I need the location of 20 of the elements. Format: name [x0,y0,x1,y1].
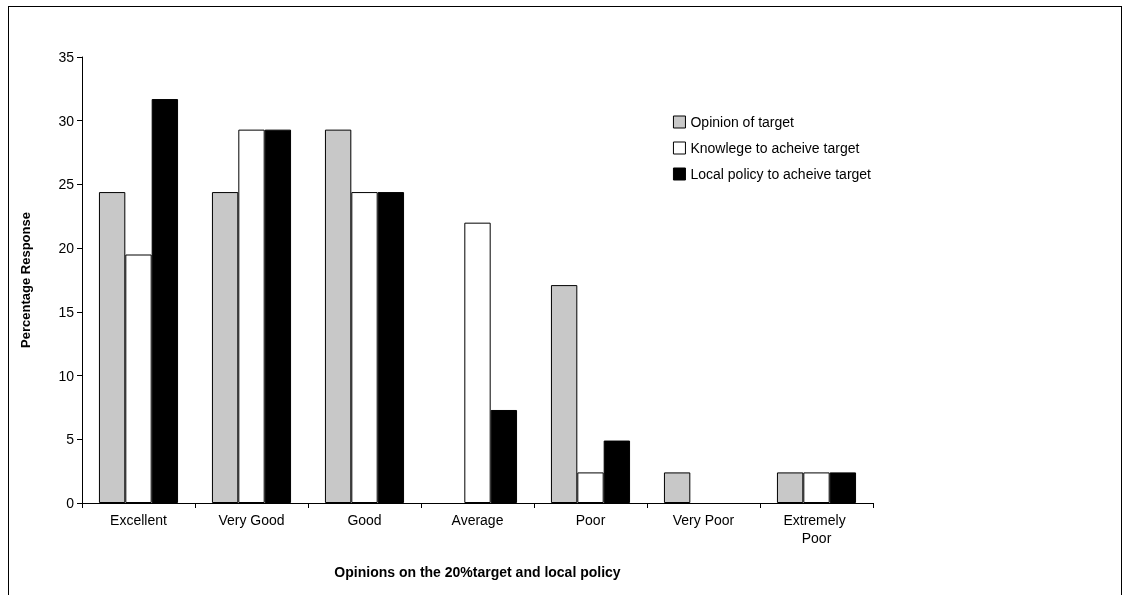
y-axis-title: Percentage Response [18,212,33,348]
y-tick-label: 15 [58,303,75,320]
x-axis-title: Opinions on the 20%target and local policy [334,564,621,580]
x-tick-label: Very Good [218,512,285,528]
x-tick-label: Poor [575,512,606,528]
y-tick-label: 25 [58,176,75,193]
x-tick-label: Average [451,512,504,528]
y-tick-label: 20 [58,240,75,257]
x-tick-label: Extremely Poor [783,512,850,546]
legend-label: Knowlege to acheive target [690,140,860,156]
y-tick-label: 35 [58,49,75,65]
y-tick-label: 5 [66,431,75,448]
y-tick-label: 30 [58,112,75,129]
legend-label: Opinion of target [690,114,795,130]
x-tick-label: Excellent [110,512,168,528]
y-tick-label: 0 [66,495,75,511]
x-tick-label: Very Poor [672,512,735,528]
legend-label: Local policy to acheive target [690,166,872,182]
x-tick-label: Good [347,512,382,528]
y-tick-label: 10 [58,367,75,384]
